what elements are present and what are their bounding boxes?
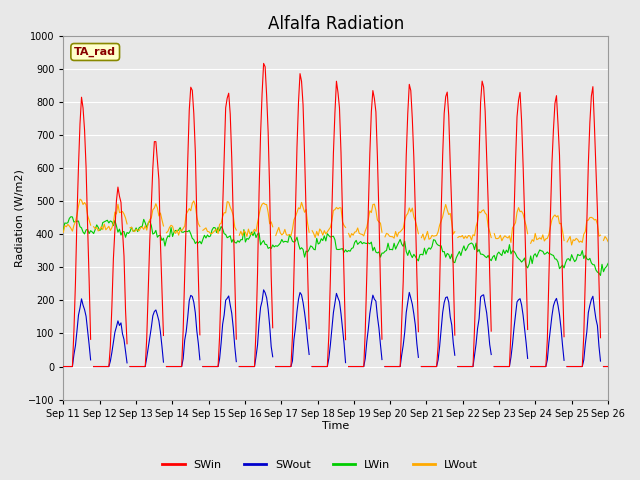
X-axis label: Time: Time [322, 421, 349, 432]
Legend: SWin, SWout, LWin, LWout: SWin, SWout, LWin, LWout [158, 456, 482, 474]
Title: Alfalfa Radiation: Alfalfa Radiation [268, 15, 404, 33]
Y-axis label: Radiation (W/m2): Radiation (W/m2) [15, 169, 25, 267]
Text: TA_rad: TA_rad [74, 47, 116, 57]
